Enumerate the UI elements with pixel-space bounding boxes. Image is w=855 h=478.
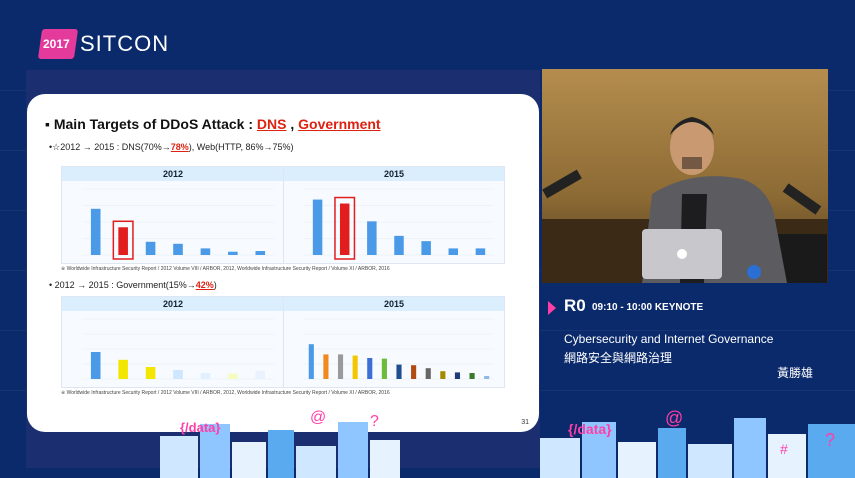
chart-bar <box>367 221 377 255</box>
chart-bar <box>352 355 358 379</box>
chart-dns-2015-header: 2015 <box>284 167 504 181</box>
highlight-box <box>334 196 356 260</box>
microphone-right-icon <box>782 183 822 215</box>
slide-title-sep: , <box>290 116 299 132</box>
chart-bar <box>421 241 431 255</box>
chart-bar <box>425 368 431 379</box>
chart-gov-2015: 2015 <box>283 296 505 388</box>
slide-title: ▪ Main Targets of DDoS Attack : DNS , Go… <box>45 116 381 132</box>
presentation-slide: ▪ Main Targets of DDoS Attack : DNS , Go… <box>27 94 539 432</box>
chart-gov-2012-plot <box>82 318 274 380</box>
chart-bar <box>440 371 446 379</box>
sitcon-logo: 2017 SITCON <box>37 25 170 65</box>
chart-bar <box>118 359 128 379</box>
chart-dns-2015: 2015 <box>283 166 505 264</box>
chart-bar <box>323 354 329 379</box>
bullet-government: • 2012 → 2015 : Government(15%→42%) <box>49 280 217 290</box>
chart-bar <box>173 370 183 379</box>
svg-text:#: # <box>780 441 788 457</box>
apple-logo-icon <box>677 249 687 259</box>
speaker-video <box>542 69 828 283</box>
slide-title-square-icon: ▪ <box>45 116 54 132</box>
chart-bar <box>339 203 350 255</box>
chart-gov-2012: 2012 <box>61 296 285 388</box>
chart-gov-2015-plot <box>304 318 494 380</box>
room-label: R0 <box>564 296 586 315</box>
chart-bar <box>411 365 417 379</box>
chart-bar <box>367 358 373 379</box>
svg-text:{/data}: {/data} <box>568 421 612 437</box>
session-time: 09:10 - 10:00 KEYNOTE <box>592 302 704 313</box>
logo-name: SITCON <box>80 31 170 56</box>
chart-dns-2012-plot <box>82 188 274 260</box>
skyline-right-decoration: {/data} @ # ? <box>540 408 855 478</box>
chart-bar <box>475 248 486 255</box>
slide-title-prefix: Main Targets of DDoS Attack : <box>53 116 257 132</box>
chart-dns-2012: 2012 <box>61 166 285 264</box>
chart-bar <box>255 370 266 379</box>
bullet-government-highlight: 42% <box>195 280 214 290</box>
caption-top: ※ Worldwide Infrastructure Security Repo… <box>61 266 390 272</box>
bullet-dns-suffix: ), Web(HTTP, 86%→75%) <box>188 142 294 152</box>
chart-bar <box>228 373 238 379</box>
bullet-government-suffix: ) <box>213 280 217 290</box>
chart-dns-2015-plot <box>304 188 494 260</box>
svg-text:?: ? <box>370 413 379 430</box>
chart-bar <box>255 251 266 255</box>
chart-bar <box>308 344 314 379</box>
play-triangle-icon <box>548 301 556 315</box>
chart-bar <box>312 199 323 255</box>
speaker-hair <box>670 117 714 135</box>
chart-bar <box>396 364 402 379</box>
microphone-left-icon <box>542 169 582 199</box>
talk-title-en: Cybersecurity and Internet Governance <box>564 332 774 346</box>
chart-bar <box>228 251 238 255</box>
speaker-name: 黃勝雄 <box>776 366 813 380</box>
chart-bar <box>448 248 459 255</box>
highlight-box <box>112 220 134 260</box>
chart-bar <box>173 243 183 255</box>
chart-bar <box>90 208 101 255</box>
skyline-left-decoration: {/data} @ ? <box>160 409 400 478</box>
speaker-illustration <box>542 117 828 283</box>
bullet-dns-prefix: •☆2012 → 2015 : DNS(70%→ <box>49 142 171 152</box>
chart-bar <box>145 367 156 379</box>
chart-gov-2012-header: 2012 <box>62 297 284 311</box>
chart-bar <box>394 235 404 255</box>
caption-bottom: ※ Worldwide Infrastructure Security Repo… <box>61 390 390 396</box>
slide-page-number: 31 <box>521 419 529 426</box>
chart-bar <box>90 352 101 379</box>
chart-bar <box>469 373 475 379</box>
logo-year: 2017 <box>43 37 70 51</box>
svg-text:@: @ <box>665 408 683 428</box>
chart-bar <box>454 372 461 379</box>
chart-bar <box>118 227 128 255</box>
chart-gov-2015-header: 2015 <box>284 297 504 311</box>
chart-bar <box>145 241 156 255</box>
chart-bar <box>200 248 211 255</box>
bullet-dns: •☆2012 → 2015 : DNS(70%→78%), Web(HTTP, … <box>49 142 294 153</box>
bullet-government-prefix: • 2012 → 2015 : Government(15%→ <box>49 280 196 290</box>
bullet-dns-highlight: 78% <box>170 142 189 152</box>
chart-dns-2012-header: 2012 <box>62 167 284 181</box>
chart-bar <box>337 354 344 379</box>
chart-bar <box>200 373 211 379</box>
talk-title-zh: 網路安全與網路治理 <box>564 351 673 365</box>
slide-title-government: Government <box>298 116 381 132</box>
svg-text:{/data}: {/data} <box>180 420 220 435</box>
svg-text:@: @ <box>310 409 326 426</box>
mic-cap-icon <box>747 265 761 279</box>
svg-text:?: ? <box>825 430 835 450</box>
slide-title-dns: DNS <box>256 116 287 132</box>
speaker-head <box>670 119 714 175</box>
chart-bar <box>381 358 387 379</box>
speaker-beard <box>682 157 702 169</box>
chart-bar <box>484 376 490 379</box>
